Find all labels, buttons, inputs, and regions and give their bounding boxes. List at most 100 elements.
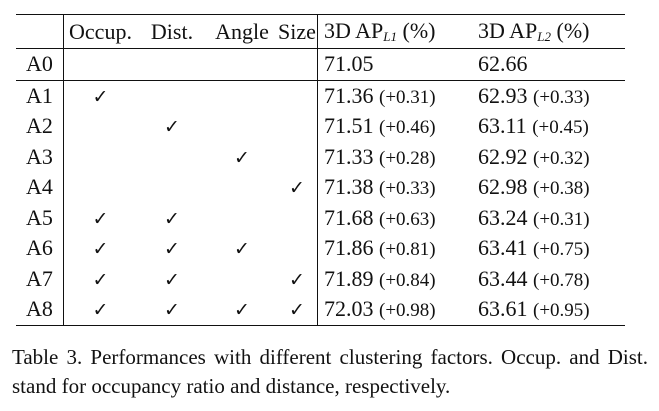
factor-occup-cell: ✓ bbox=[63, 294, 137, 326]
factor-occup-cell bbox=[64, 142, 138, 173]
factor-angle-cell: ✓ bbox=[207, 294, 277, 326]
ap-l2-cell: 62.92 (+0.32) bbox=[474, 142, 625, 173]
header-angle: Angle bbox=[207, 14, 277, 49]
header-ap-l1-subscript: L1 bbox=[383, 29, 398, 44]
header-ap-l2-subscript: L2 bbox=[537, 29, 552, 44]
factor-occup-cell bbox=[64, 111, 138, 142]
ap-l2-value: 62.66 bbox=[478, 51, 528, 77]
factor-occup-cell: ✓ bbox=[64, 203, 138, 234]
factor-size-cell bbox=[277, 141, 318, 172]
header-id-cell bbox=[16, 14, 64, 49]
row-id-cell: A6 bbox=[16, 233, 64, 264]
header-ap-l1-prefix: 3D AP bbox=[324, 18, 384, 43]
factor-dist-cell: ✓ bbox=[137, 233, 207, 264]
factor-occup-cell: ✓ bbox=[64, 264, 138, 295]
table-body: A0 71.05 62.66 A1 ✓ 71.36 (+0.31) 62.93 (+0.33… bbox=[16, 48, 625, 326]
table-row: A3 ✓ 71.33 (+0.28) 62.92 (+0.32) bbox=[16, 141, 625, 173]
factor-angle-cell bbox=[207, 48, 277, 81]
checkmark-icon: ✓ bbox=[164, 116, 180, 139]
ap-l1-cell: 72.03 (+0.98) bbox=[317, 294, 474, 326]
checkmark-icon: ✓ bbox=[234, 299, 250, 322]
ap-l2-delta: (+0.78) bbox=[533, 269, 590, 291]
ap-l1-cell: 71.36 (+0.31) bbox=[318, 80, 475, 111]
header-dist: Dist. bbox=[137, 14, 207, 49]
row-id-cell: A7 bbox=[16, 263, 64, 294]
ap-l1-cell: 71.68 (+0.63) bbox=[318, 203, 475, 234]
checkmark-icon: ✓ bbox=[289, 268, 305, 291]
ap-l2-cell: 63.24 (+0.31) bbox=[474, 203, 625, 234]
ap-l1-delta: (+0.98) bbox=[379, 300, 436, 322]
factor-dist-cell: ✓ bbox=[137, 264, 207, 295]
row-id-cell: A4 bbox=[16, 172, 64, 203]
checkmark-icon: ✓ bbox=[164, 268, 180, 291]
ap-l1-value: 71.33 bbox=[324, 143, 374, 169]
ap-l2-delta: (+0.95) bbox=[533, 300, 590, 322]
table-header-row: Occup. Dist. Angle Size 3D APL1 (%) 3D A… bbox=[16, 14, 625, 49]
checkmark-icon: ✓ bbox=[164, 207, 180, 230]
table-row: A2 ✓ 71.51 (+0.46) 63.11 (+0.45) bbox=[16, 111, 625, 142]
ap-l2-cell: 62.98 (+0.38) bbox=[474, 172, 625, 203]
ap-l1-delta: (+0.33) bbox=[379, 178, 436, 200]
ap-l1-cell: 71.05 bbox=[317, 48, 474, 81]
ap-l1-delta: (+0.28) bbox=[379, 147, 436, 169]
factor-size-cell bbox=[277, 233, 318, 264]
row-id-cell: A0 bbox=[16, 48, 64, 81]
factor-angle-cell: ✓ bbox=[207, 142, 277, 173]
factor-dist-cell bbox=[137, 80, 207, 111]
factor-size-cell bbox=[277, 202, 318, 233]
factor-occup-cell: ✓ bbox=[64, 233, 138, 264]
checkmark-icon: ✓ bbox=[164, 299, 180, 322]
ap-l1-delta: (+0.81) bbox=[379, 239, 436, 261]
table-row: A1 ✓ 71.36 (+0.31) 62.93 (+0.33) bbox=[16, 80, 625, 111]
factor-occup-cell bbox=[64, 172, 138, 203]
table-row: A0 71.05 62.66 bbox=[16, 48, 625, 81]
ap-l2-cell: 63.11 (+0.45) bbox=[474, 111, 625, 142]
ap-l2-value: 62.92 bbox=[478, 143, 528, 169]
ap-l2-delta: (+0.33) bbox=[533, 86, 590, 108]
ap-l2-delta: (+0.45) bbox=[532, 117, 589, 139]
ap-l1-value: 71.36 bbox=[324, 82, 374, 108]
ap-l1-value: 71.38 bbox=[324, 174, 374, 200]
table-caption: Table 3. Performances with different clu… bbox=[12, 343, 648, 401]
ap-l1-delta: (+0.31) bbox=[379, 86, 436, 108]
row-id-cell: A2 bbox=[16, 111, 64, 142]
factor-size-cell bbox=[277, 48, 318, 81]
ap-l1-cell: 71.86 (+0.81) bbox=[318, 233, 475, 264]
factor-dist-cell bbox=[137, 142, 207, 173]
row-id-cell: A3 bbox=[16, 141, 64, 172]
ap-l1-cell: 71.33 (+0.28) bbox=[318, 142, 475, 173]
ap-l2-delta: (+0.32) bbox=[533, 147, 590, 169]
factor-size-cell bbox=[277, 111, 318, 142]
checkmark-icon: ✓ bbox=[92, 268, 109, 291]
ap-l1-delta: (+0.84) bbox=[379, 269, 436, 291]
ap-l2-cell: 63.44 (+0.78) bbox=[474, 264, 625, 295]
header-ap-l2-suffix: (%) bbox=[551, 18, 590, 43]
ap-l1-value: 71.68 bbox=[324, 204, 374, 230]
ap-l1-value: 71.86 bbox=[324, 235, 374, 261]
factor-angle-cell: ✓ bbox=[207, 233, 277, 264]
header-size: Size bbox=[277, 14, 318, 49]
ap-l2-cell: 62.66 bbox=[474, 48, 625, 81]
factor-angle-cell bbox=[207, 203, 277, 234]
ap-l2-delta: (+0.38) bbox=[533, 178, 590, 200]
checkmark-icon: ✓ bbox=[92, 238, 109, 261]
ap-l2-value: 62.93 bbox=[478, 82, 528, 108]
clustering-factors-table: Occup. Dist. Angle Size 3D APL1 (%) 3D A… bbox=[16, 14, 625, 326]
table-row: A4 ✓ 71.38 (+0.33) 62.98 (+0.38) bbox=[16, 172, 625, 203]
checkmark-icon: ✓ bbox=[289, 177, 305, 200]
checkmark-icon: ✓ bbox=[234, 146, 250, 169]
caption-text: Table 3. Performances with different clu… bbox=[12, 345, 648, 398]
factor-dist-cell: ✓ bbox=[137, 111, 207, 142]
ap-l1-cell: 71.51 (+0.46) bbox=[318, 111, 475, 142]
factor-size-cell bbox=[277, 80, 318, 111]
factor-dist-cell: ✓ bbox=[137, 203, 207, 234]
header-ap-l2-prefix: 3D AP bbox=[478, 18, 538, 43]
ap-l2-delta: (+0.31) bbox=[533, 208, 590, 230]
ap-l1-delta: (+0.63) bbox=[379, 208, 436, 230]
ap-l1-value: 72.03 bbox=[324, 296, 374, 322]
factor-dist-cell bbox=[137, 48, 207, 81]
ap-l1-cell: 71.38 (+0.33) bbox=[318, 172, 475, 203]
ap-l1-value: 71.89 bbox=[324, 265, 374, 291]
header-ap-l2: 3D APL2 (%) bbox=[474, 14, 625, 49]
ap-l2-value: 63.41 bbox=[478, 235, 528, 261]
